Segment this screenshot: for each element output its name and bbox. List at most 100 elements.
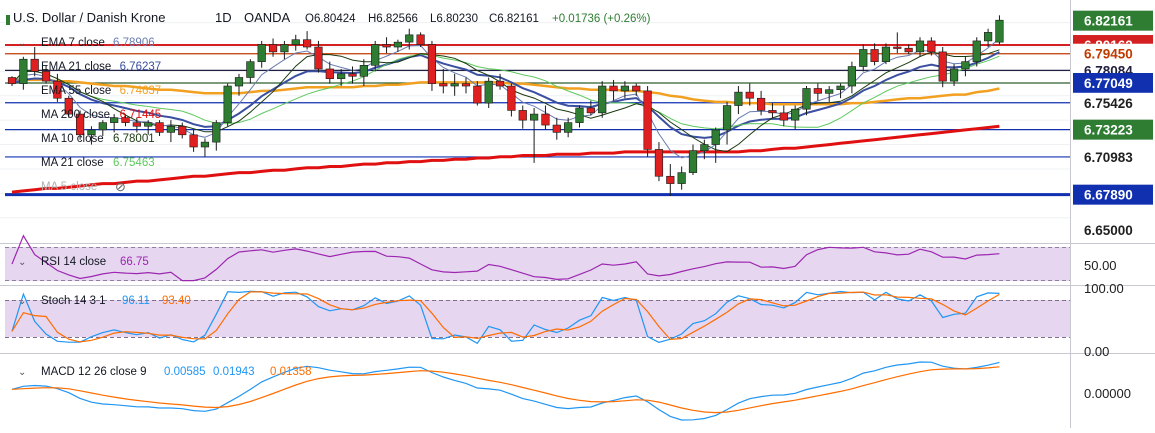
candle[interactable] bbox=[64, 95, 73, 118]
candle[interactable] bbox=[7, 76, 17, 87]
candle[interactable] bbox=[972, 37, 981, 67]
candle[interactable] bbox=[961, 56, 970, 77]
candle[interactable] bbox=[450, 73, 459, 96]
candle[interactable] bbox=[983, 28, 993, 48]
candle[interactable] bbox=[756, 90, 766, 116]
macd-title[interactable]: ⌄ MACD 12 26 close 9 0.00585 0.01943 0.0… bbox=[18, 366, 312, 378]
candle[interactable] bbox=[98, 120, 107, 137]
candle[interactable] bbox=[598, 81, 607, 118]
candle[interactable] bbox=[371, 40, 380, 72]
candle[interactable] bbox=[575, 105, 584, 128]
candle[interactable] bbox=[564, 117, 573, 138]
candle[interactable] bbox=[473, 81, 482, 106]
candle[interactable] bbox=[802, 86, 811, 116]
candle[interactable] bbox=[234, 73, 244, 96]
candle[interactable] bbox=[87, 126, 96, 145]
candle[interactable] bbox=[643, 86, 652, 157]
candle[interactable] bbox=[41, 65, 51, 84]
candle[interactable] bbox=[348, 66, 357, 84]
candle[interactable] bbox=[461, 77, 471, 94]
price-axis-label[interactable]: 6.79450 bbox=[1073, 43, 1153, 64]
legend-item[interactable]: EMA 21 close 6.76237 bbox=[41, 61, 161, 73]
candle[interactable] bbox=[666, 164, 675, 196]
candle[interactable] bbox=[325, 61, 334, 84]
candle[interactable] bbox=[393, 39, 403, 52]
candle[interactable] bbox=[30, 47, 39, 77]
price-axis-label[interactable]: 6.82161 bbox=[1073, 10, 1153, 31]
candle[interactable] bbox=[791, 105, 800, 130]
candle[interactable] bbox=[893, 32, 902, 54]
candle[interactable] bbox=[495, 73, 505, 90]
price-axis-label[interactable]: 6.73223 bbox=[1073, 119, 1153, 140]
candle[interactable] bbox=[257, 40, 266, 68]
candle[interactable] bbox=[632, 83, 641, 96]
candle[interactable] bbox=[870, 43, 879, 66]
price-panel[interactable] bbox=[0, 15, 1070, 219]
candle[interactable] bbox=[836, 83, 845, 99]
candle[interactable] bbox=[995, 15, 1004, 45]
candle[interactable] bbox=[745, 83, 754, 106]
candle[interactable] bbox=[677, 166, 686, 190]
candle[interactable] bbox=[552, 117, 561, 140]
candle[interactable] bbox=[847, 61, 856, 94]
candle[interactable] bbox=[200, 138, 210, 157]
candle[interactable] bbox=[382, 37, 391, 54]
candle[interactable] bbox=[189, 129, 198, 152]
candle[interactable] bbox=[280, 40, 289, 60]
candle[interactable] bbox=[212, 120, 221, 151]
candle[interactable] bbox=[813, 83, 822, 101]
candle[interactable] bbox=[825, 86, 834, 102]
candle[interactable] bbox=[734, 86, 743, 115]
collapse-icon[interactable]: ⌄ bbox=[18, 257, 26, 268]
rsi-panel[interactable] bbox=[5, 234, 1070, 282]
candle[interactable] bbox=[291, 34, 300, 51]
legend-item[interactable]: MA 21 close 6.75463 bbox=[41, 157, 155, 169]
candle[interactable] bbox=[416, 32, 425, 48]
candle[interactable] bbox=[302, 31, 312, 50]
candle[interactable] bbox=[938, 47, 947, 88]
candle[interactable] bbox=[529, 107, 539, 163]
candle[interactable] bbox=[768, 103, 777, 118]
candle[interactable] bbox=[609, 79, 618, 101]
collapse-icon[interactable]: ⌄ bbox=[18, 296, 26, 307]
candle[interactable] bbox=[121, 114, 130, 127]
stoch-title[interactable]: ⌄ Stoch 14 3 1 96.11 93.40 bbox=[18, 295, 191, 307]
candle[interactable] bbox=[19, 56, 28, 90]
rsi-title[interactable]: ⌄ RSI 14 close 66.75 bbox=[18, 256, 149, 268]
price-axis-label[interactable]: 6.77049 bbox=[1073, 72, 1153, 93]
candle[interactable] bbox=[427, 40, 437, 91]
candle[interactable] bbox=[620, 81, 629, 99]
candle[interactable] bbox=[688, 144, 698, 176]
candle[interactable] bbox=[144, 120, 153, 135]
candle[interactable] bbox=[586, 100, 595, 116]
candle[interactable] bbox=[246, 59, 255, 84]
candle[interactable] bbox=[654, 142, 664, 182]
candle[interactable] bbox=[359, 59, 368, 87]
legend-item[interactable]: MA 5 close ⊘ bbox=[41, 179, 126, 194]
price-axis-label[interactable]: 6.75426 bbox=[1073, 92, 1153, 113]
candle[interactable] bbox=[110, 114, 119, 133]
candle[interactable] bbox=[484, 77, 493, 108]
candle[interactable] bbox=[507, 83, 516, 117]
candle[interactable] bbox=[439, 68, 448, 94]
candle[interactable] bbox=[949, 64, 959, 87]
hidden-eye-icon[interactable]: ⊘ bbox=[115, 179, 126, 194]
candle[interactable] bbox=[518, 105, 527, 129]
macd-panel[interactable] bbox=[11, 361, 1000, 421]
candle[interactable] bbox=[223, 83, 232, 127]
legend-item[interactable]: EMA 55 close 6.74637 bbox=[41, 85, 161, 97]
stoch-panel[interactable] bbox=[5, 290, 1070, 345]
candle[interactable] bbox=[76, 110, 85, 140]
price-axis-label[interactable]: 6.70983 bbox=[1073, 146, 1153, 167]
candle[interactable] bbox=[711, 127, 720, 163]
collapse-icon[interactable]: ⌄ bbox=[18, 38, 26, 49]
collapse-icon[interactable]: ⌄ bbox=[18, 367, 26, 378]
candle[interactable] bbox=[166, 120, 176, 143]
candle[interactable] bbox=[314, 40, 323, 73]
candle[interactable] bbox=[859, 44, 868, 72]
candle[interactable] bbox=[53, 73, 62, 102]
candle[interactable] bbox=[155, 120, 164, 137]
candle[interactable] bbox=[904, 44, 913, 55]
